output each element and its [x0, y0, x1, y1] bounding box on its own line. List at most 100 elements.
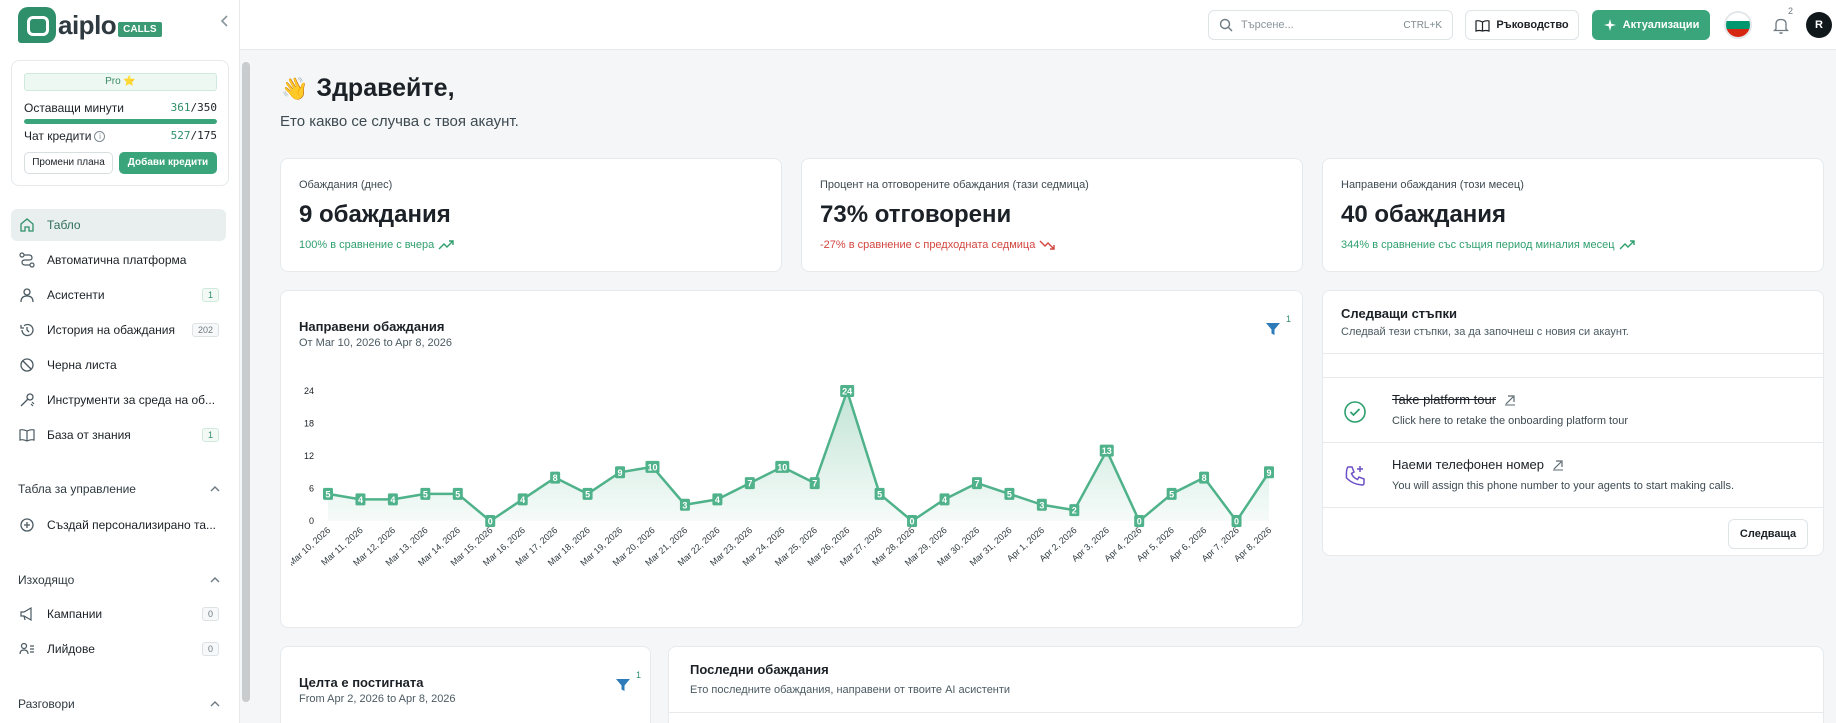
section-outbound[interactable]: Изходящо: [18, 573, 220, 587]
sidebar-item-knowledge-base[interactable]: База от знания 1: [11, 419, 226, 451]
sidebar-item-label: История на обаждания: [47, 323, 175, 337]
stat-trend-text: -27% в сравнение с предходната седмица: [820, 239, 1036, 251]
data-point: [1231, 515, 1242, 527]
stat-card-answer-rate: Процент на отговорените обаждания (тази …: [801, 158, 1303, 272]
count-badge: 0: [201, 642, 219, 656]
sidebar-item-assistants[interactable]: Асистенти 1: [11, 279, 226, 311]
divider: [1323, 377, 1823, 378]
data-point: [355, 493, 366, 506]
data-point: [1004, 487, 1015, 500]
minutes-used: 361: [170, 101, 191, 114]
sidebar-item-call-history[interactable]: История на обаждания 202: [11, 314, 226, 346]
updates-button[interactable]: Актуализации: [1592, 10, 1710, 40]
next-step-button[interactable]: Следваща: [1728, 519, 1808, 549]
trending-down-icon: [1039, 240, 1056, 250]
sidebar-item-tools[interactable]: Инструменти за среда на об...: [11, 384, 226, 416]
count-badge: 1: [201, 428, 219, 442]
data-label: 3: [1039, 500, 1044, 510]
filter-icon: [1266, 323, 1280, 335]
data-label: 4: [358, 495, 363, 505]
data-label: 5: [1007, 489, 1012, 499]
info-icon[interactable]: i: [94, 131, 106, 143]
data-label: 10: [647, 462, 657, 472]
filter-icon: [616, 679, 630, 691]
step-description: Click here to retake the onboarding plat…: [1392, 415, 1629, 427]
series-line: [327, 389, 1271, 523]
notifications-button[interactable]: [1770, 14, 1792, 36]
sidebar-item-label: Черна листа: [47, 358, 117, 372]
chart-filter-button[interactable]: 1: [1261, 314, 1291, 342]
data-label: 4: [942, 495, 947, 505]
divider: [1323, 507, 1823, 508]
data-label: 4: [390, 495, 395, 505]
sidebar-item-automation[interactable]: Автоматична платформа: [11, 244, 226, 276]
avatar[interactable]: R: [1806, 12, 1832, 38]
sidebar-item-blacklist[interactable]: Черна листа: [11, 349, 226, 381]
data-point: [1199, 471, 1210, 484]
data-point: [712, 493, 723, 506]
data-point: [645, 460, 660, 473]
create-dashboard-item[interactable]: Създай персонализирано та...: [11, 509, 226, 541]
data-point: [679, 498, 690, 511]
divider: [1323, 442, 1823, 443]
step-rent-number[interactable]: Наеми телефонен номер: [1392, 457, 1564, 472]
credits-total: /175: [190, 129, 218, 142]
page-title: 👋 Здравейте,: [281, 74, 455, 103]
recent-calls-card: Последни обаждания Ето последните обажда…: [668, 646, 1824, 723]
stat-label: Обаждания (днес): [299, 179, 393, 191]
sidebar-item-label: Табло: [47, 218, 81, 232]
sidebar-item-label: Асистенти: [47, 288, 105, 302]
chevron-left-icon: [220, 15, 228, 27]
data-point: [1036, 498, 1047, 511]
plan-badge: Pro ⭐: [24, 73, 217, 91]
language-flag-bulgaria[interactable]: [1724, 11, 1752, 39]
credits-label: Чат кредити: [24, 129, 92, 143]
add-credits-button[interactable]: Добави кредити: [119, 152, 217, 174]
guide-button[interactable]: Ръководство: [1465, 10, 1579, 40]
sidebar-item-label: База от знания: [47, 428, 131, 442]
plus-circle-icon: [18, 516, 36, 534]
step-description: You will assign this phone number to you…: [1392, 480, 1734, 492]
sidebar-scrollbar[interactable]: [242, 52, 250, 723]
step-take-tour[interactable]: Take platform tour: [1392, 392, 1516, 407]
section-dashboards[interactable]: Табла за управление: [18, 482, 220, 496]
book-icon: [18, 426, 36, 444]
scrollbar-thumb[interactable]: [242, 62, 250, 702]
goal-filter-button[interactable]: 1: [611, 670, 641, 698]
chevron-up-icon: [210, 483, 220, 495]
area-fill: [328, 391, 1269, 521]
data-point: [1099, 444, 1114, 457]
divider: [1323, 353, 1823, 354]
sidebar-item-campaigns[interactable]: Кампании 0: [11, 598, 226, 630]
minutes-progress: [24, 119, 217, 124]
sidebar-item-leads[interactable]: Лийдове 0: [11, 633, 226, 665]
change-plan-button[interactable]: Промени плана: [24, 152, 113, 174]
trending-up-icon: [438, 240, 454, 250]
collapse-sidebar-button[interactable]: [216, 14, 234, 32]
waving-hand-icon: 👋: [281, 75, 309, 101]
data-point: [939, 493, 950, 506]
bell-icon: [1773, 18, 1789, 34]
data-label: 4: [715, 495, 720, 505]
stat-value: 73% отговорени: [820, 201, 1012, 228]
search-input[interactable]: Търсене... CTRL+K: [1208, 10, 1453, 40]
check-circle-icon: [1343, 400, 1367, 424]
data-point: [615, 466, 626, 479]
chart-title: Направени обаждания: [299, 319, 445, 334]
step-title: Наеми телефонен номер: [1392, 457, 1545, 472]
sidebar-item-dashboard[interactable]: Табло: [11, 209, 226, 241]
section-conversations[interactable]: Разговори: [18, 697, 220, 711]
y-tick-label: 24: [304, 386, 314, 396]
data-label: 9: [1266, 468, 1271, 478]
next-steps-title: Следващи стъпки: [1341, 306, 1458, 321]
data-label: 7: [974, 479, 979, 489]
data-label: 0: [910, 517, 915, 527]
sidebar-item-label: Инструменти за среда на об...: [47, 393, 216, 407]
logo[interactable]: aiplo CALLS: [18, 7, 162, 43]
stat-trend: -27% в сравнение с предходната седмица: [820, 239, 1056, 251]
data-label: 9: [618, 468, 623, 478]
data-label: 5: [877, 489, 882, 499]
data-point: [775, 460, 790, 473]
stat-trend: 100% в сравнение с вчера: [299, 239, 454, 251]
data-point: [485, 515, 496, 527]
